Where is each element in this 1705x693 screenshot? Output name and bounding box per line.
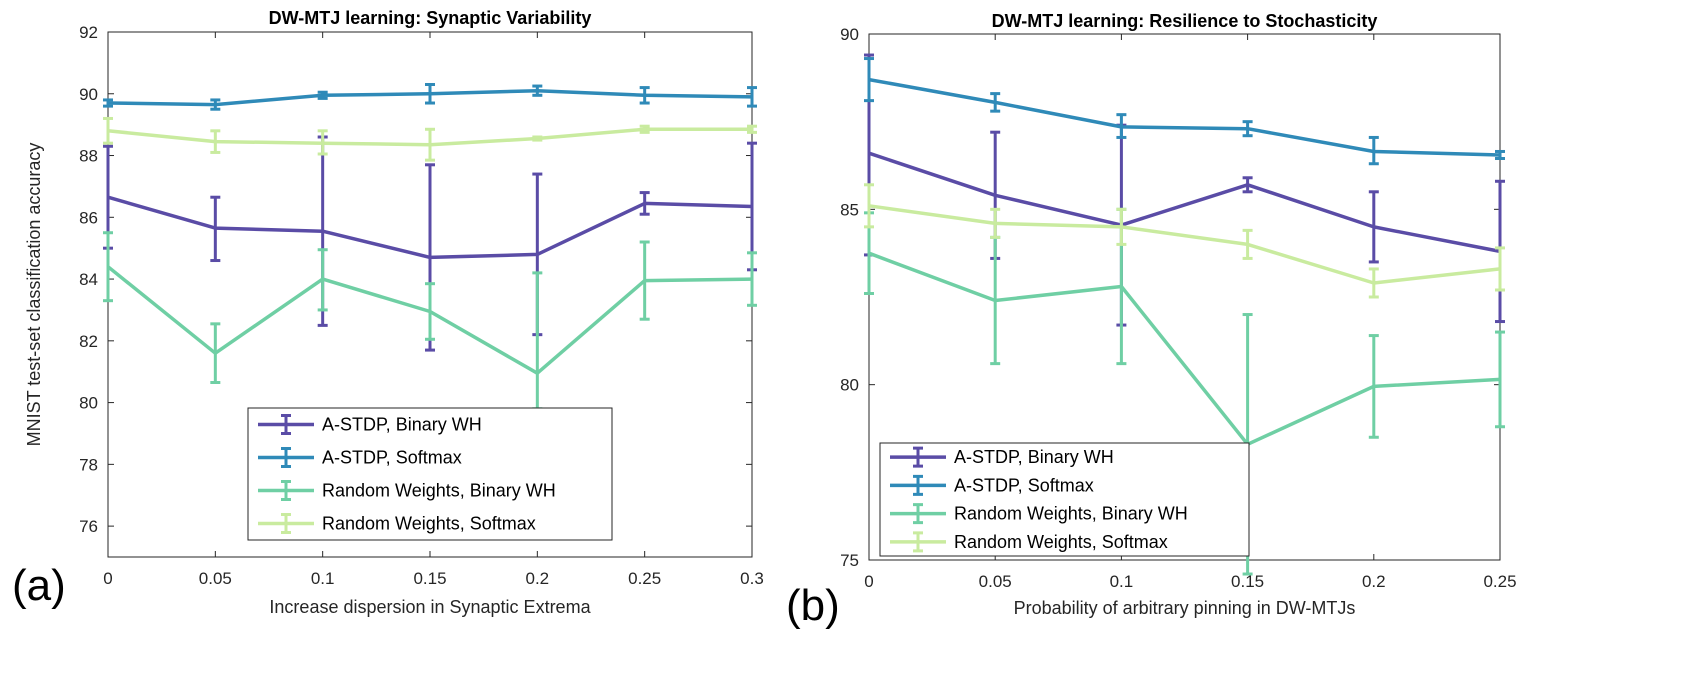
y-tick-label: 78 (79, 455, 98, 474)
series-random-weights-softmax (103, 118, 757, 160)
legend-label: Random Weights, Softmax (322, 514, 536, 534)
legend-label: Random Weights, Binary WH (322, 481, 556, 501)
x-tick-label: 0.25 (628, 569, 661, 588)
chart-title: DW-MTJ learning: Synaptic Variability (269, 8, 592, 28)
y-tick-label: 85 (840, 200, 859, 219)
x-tick-label: 0.05 (199, 569, 232, 588)
legend-label: A-STDP, Softmax (954, 475, 1094, 495)
series-a-stdp-softmax (103, 85, 757, 110)
y-tick-label: 82 (79, 332, 98, 351)
x-tick-label: 0 (103, 569, 112, 588)
series-a-stdp-softmax (864, 59, 1505, 164)
y-tick-label: 80 (840, 376, 859, 395)
x-tick-label: 0.25 (1483, 572, 1516, 591)
x-tick-label: 0.2 (1362, 572, 1386, 591)
y-tick-label: 80 (79, 394, 98, 413)
series-line (869, 80, 1500, 155)
x-tick-label: 0.15 (413, 569, 446, 588)
y-tick-label: 88 (79, 147, 98, 166)
y-tick-label: 92 (79, 23, 98, 42)
series-random-weights-softmax (864, 185, 1505, 297)
chart-title: DW-MTJ learning: Resilience to Stochasti… (992, 11, 1378, 31)
legend-label: A-STDP, Binary WH (954, 447, 1114, 467)
panel-label: (b) (786, 581, 840, 630)
y-axis-label: MNIST test-set classification accuracy (24, 143, 44, 447)
legend-label: Random Weights, Binary WH (954, 504, 1188, 524)
x-tick-label: 0.3 (740, 569, 764, 588)
legend: A-STDP, Binary WH A-STDP, Softmax Random W… (248, 408, 612, 540)
y-tick-label: 90 (840, 25, 859, 44)
x-tick-label: 0.2 (526, 569, 550, 588)
series-line (869, 206, 1500, 283)
y-tick-label: 76 (79, 517, 98, 536)
legend-label: Random Weights, Softmax (954, 532, 1168, 552)
legend-label: A-STDP, Softmax (322, 448, 462, 468)
x-tick-label: 0.05 (979, 572, 1012, 591)
y-tick-label: 84 (79, 270, 98, 289)
y-tick-label: 86 (79, 208, 98, 227)
legend: A-STDP, Binary WH A-STDP, Softmax Random W… (880, 443, 1249, 556)
x-tick-label: 0.1 (311, 569, 335, 588)
series-line (869, 253, 1500, 444)
x-tick-label: 0.1 (1110, 572, 1134, 591)
x-tick-label: 0 (864, 572, 873, 591)
x-axis-label: Probability of arbitrary pinning in DW-M… (1014, 598, 1356, 618)
legend-label: A-STDP, Binary WH (322, 415, 482, 435)
x-axis-label: Increase dispersion in Synaptic Extrema (269, 597, 591, 617)
y-tick-label: 90 (79, 85, 98, 104)
y-tick-label: 75 (840, 551, 859, 570)
chart-panel-a: 0 0.05 0.1 0.15 0.2 0.25 0.3 76 78 80 82 84 86 88 90 92… (12, 8, 764, 617)
panel-label: (a) (12, 561, 66, 610)
